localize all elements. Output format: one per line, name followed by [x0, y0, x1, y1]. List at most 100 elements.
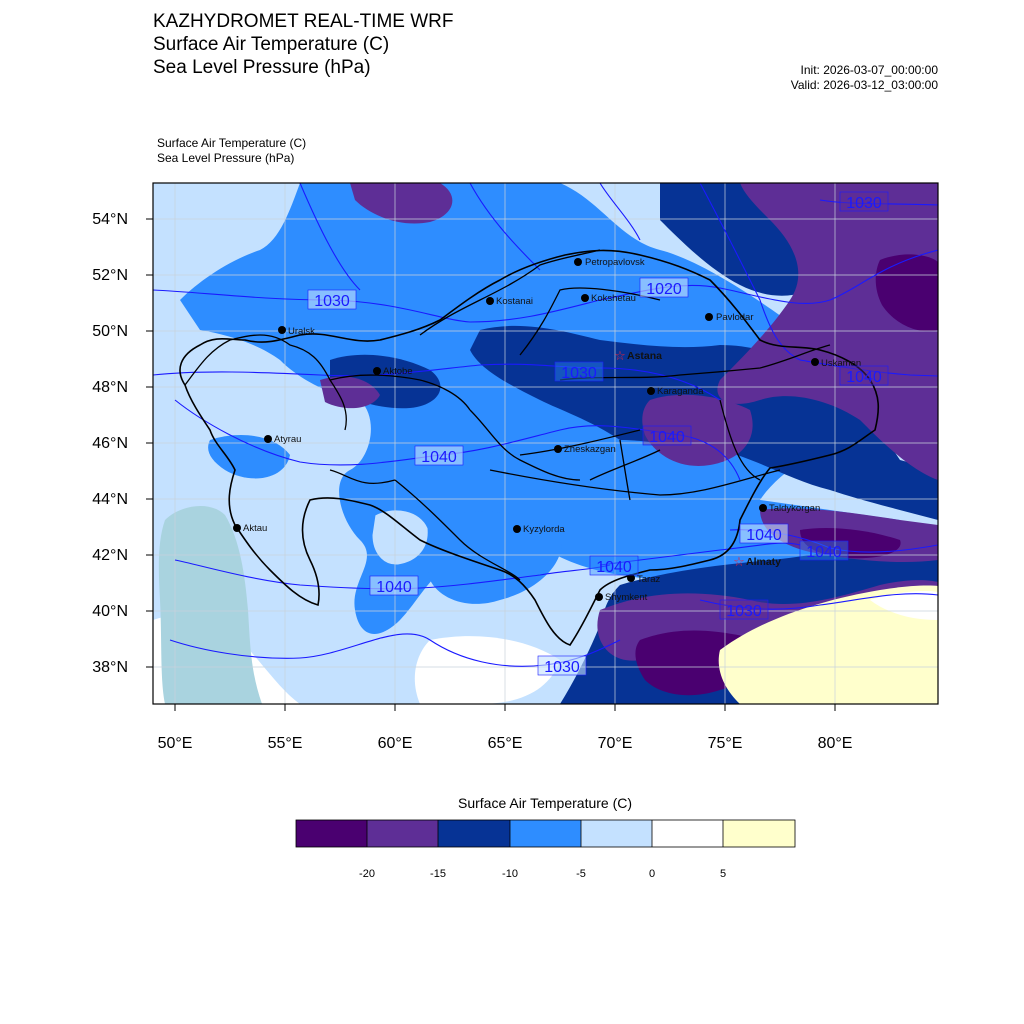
city-label: Atyrau — [274, 434, 301, 445]
isobar-label: 1030 — [554, 361, 604, 382]
temperature-zone-minus5-south — [424, 511, 562, 604]
city-almaty[interactable]: ☆ Almaty — [733, 555, 781, 570]
lon-label: 70°E — [598, 735, 633, 752]
valid-time: Valid: 2026-03-12_03:00:00 — [790, 78, 938, 92]
colorbar: -20 -15 -10 -5 0 5 — [295, 819, 796, 880]
longitude-ticks — [174, 704, 836, 711]
city-label: Karaganda — [657, 386, 704, 397]
isobar-label: 1030 — [839, 191, 889, 212]
city-label: Uralsk — [288, 326, 315, 337]
lon-label: 80°E — [818, 735, 853, 752]
colorbar-label: 0 — [649, 868, 655, 880]
svg-text:1040: 1040 — [806, 544, 842, 561]
city-label: Kostanai — [496, 296, 533, 307]
lon-label: 75°E — [708, 735, 743, 752]
svg-text:1040: 1040 — [376, 579, 412, 596]
city-taldykorgan[interactable]: Taldykorgan — [759, 503, 820, 514]
city-label: Almaty — [746, 556, 781, 568]
city-atyrau[interactable]: Atyrau — [264, 434, 301, 445]
city-kyzylorda[interactable]: Kyzylorda — [513, 524, 565, 535]
city-dot — [647, 387, 655, 395]
temperature-zone-above0-rim — [870, 590, 938, 620]
city-kokshetau[interactable]: Kokshetau — [581, 293, 636, 304]
city-taraz[interactable]: Taraz — [627, 574, 660, 585]
svg-text:1030: 1030 — [314, 293, 350, 310]
colorbar-label: 5 — [720, 868, 726, 880]
title-line-1: KAZHYDROMET REAL-TIME WRF — [153, 11, 454, 32]
svg-text:1030: 1030 — [544, 659, 580, 676]
lat-label: 42°N — [92, 547, 128, 564]
city-dot — [811, 358, 819, 366]
city-dot — [759, 504, 767, 512]
lat-label: 54°N — [92, 211, 128, 228]
city-aktobe[interactable]: Aktobe — [373, 366, 413, 377]
colorbar-title: Surface Air Temperature (C) — [457, 795, 633, 811]
temperature-zone-minus5-west — [208, 435, 290, 479]
isobar-label: 1030 — [719, 599, 769, 620]
city-astana[interactable]: ☆ Astana — [614, 349, 662, 364]
city-kostanai[interactable]: Kostanai — [486, 296, 533, 307]
city-aktau[interactable]: Aktau — [233, 523, 267, 534]
cities: Petropavlovsk Kostanai Kokshetau Pavloda… — [233, 257, 861, 603]
isobar-label: 1040 — [799, 540, 849, 561]
isobar-label: 1040 — [414, 445, 464, 466]
title-line-2: Surface Air Temperature (C) — [153, 34, 390, 55]
colorbar-swatch — [652, 820, 723, 847]
city-shymkent[interactable]: Shymkent — [595, 592, 648, 603]
capital-star-icon: ☆ — [733, 555, 745, 570]
lat-label: 50°N — [92, 323, 128, 340]
city-dot — [278, 326, 286, 334]
lat-label: 38°N — [92, 659, 128, 676]
lon-label: 50°E — [158, 735, 193, 752]
city-uralsk[interactable]: Uralsk — [278, 326, 315, 337]
city-petropavlovsk[interactable]: Petropavlovsk — [574, 257, 645, 268]
city-label: Astana — [627, 350, 662, 362]
svg-text:1030: 1030 — [561, 365, 597, 382]
isobar-label: 1020 — [639, 277, 689, 298]
city-label: Shymkent — [605, 592, 648, 603]
regional-borders — [184, 249, 831, 581]
subtitle-line-2: Sea Level Pressure (hPa) — [157, 151, 295, 165]
city-label: Aktobe — [383, 366, 413, 377]
city-dot — [373, 367, 381, 375]
svg-text:1040: 1040 — [596, 559, 632, 576]
city-dot — [554, 445, 562, 453]
city-label: Pavlodar — [716, 312, 754, 323]
colorbar-label: -5 — [576, 868, 586, 880]
city-dot — [486, 297, 494, 305]
temperature-zone-minus15-north — [350, 183, 453, 224]
lat-label: 40°N — [92, 603, 128, 620]
svg-text:1040: 1040 — [421, 449, 457, 466]
latitude-ticks — [146, 218, 153, 668]
graticule — [153, 183, 938, 704]
city-label: Petropavlovsk — [585, 257, 645, 268]
colorbar-swatch — [510, 820, 581, 847]
lat-label: 46°N — [92, 435, 128, 452]
national-border — [179, 249, 880, 646]
city-label: Taraz — [637, 574, 660, 585]
city-label: Uskamen — [821, 358, 861, 369]
city-label: Zheskazgan — [564, 444, 616, 455]
city-karaganda[interactable]: Karaganda — [647, 386, 704, 397]
init-time: Init: 2026-03-07_00:00:00 — [800, 63, 938, 77]
city-dot — [705, 313, 713, 321]
longitude-labels: 50°E 55°E 60°E 65°E 70°E 75°E 80°E — [158, 735, 853, 752]
city-pavlodar[interactable]: Pavlodar — [705, 312, 754, 323]
svg-text:1030: 1030 — [846, 195, 882, 212]
colorbar-label: -10 — [502, 868, 518, 880]
isobar-label: 1040 — [642, 425, 692, 446]
city-ust-kamenogorsk[interactable]: Uskamen — [811, 358, 861, 369]
temperature-zone-minus20-mountains — [800, 528, 901, 559]
lat-label: 52°N — [92, 267, 128, 284]
city-zheskazgan[interactable]: Zheskazgan — [554, 444, 616, 455]
colorbar-label: -15 — [430, 868, 446, 880]
isobar-label: 1030 — [307, 289, 357, 310]
city-dot — [233, 524, 241, 532]
temperature-zone-minus15-west — [320, 376, 380, 409]
isobar-label: 1030 — [537, 655, 587, 676]
latitude-labels: 54°N 52°N 50°N 48°N 46°N 44°N 42°N 40°N … — [92, 211, 128, 676]
city-label: Kyzylorda — [523, 524, 565, 535]
lat-label: 48°N — [92, 379, 128, 396]
colorbar-label: -20 — [359, 868, 375, 880]
